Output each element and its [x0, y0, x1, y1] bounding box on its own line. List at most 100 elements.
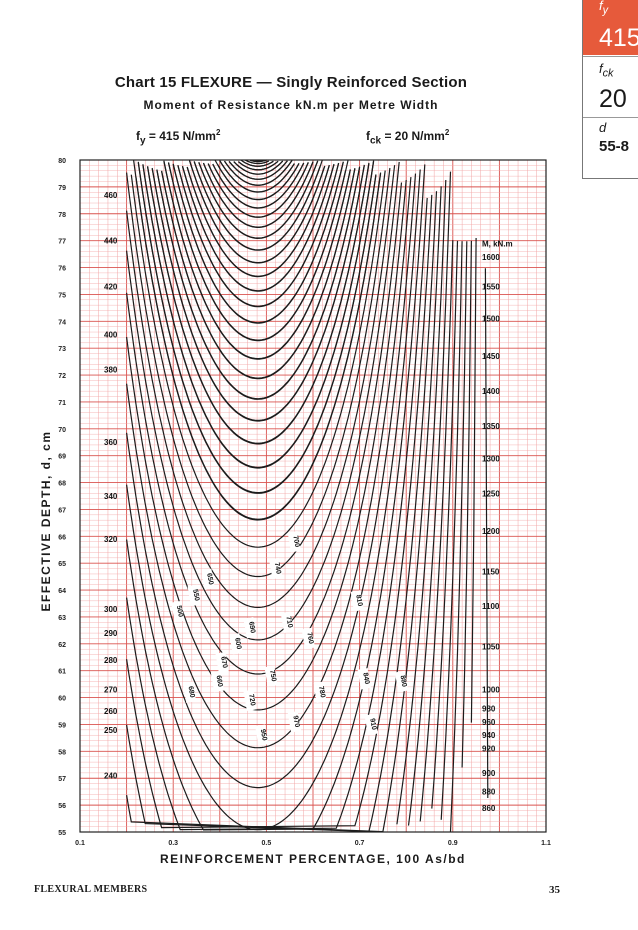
- moment-curve: [228, 160, 288, 180]
- moment-curve: [431, 240, 459, 809]
- moment-curve: [126, 186, 442, 833]
- y-tick-label: 68: [58, 481, 66, 488]
- moment-curve: [202, 161, 314, 228]
- moment-curve: [161, 167, 356, 379]
- curve-label-inline-bg: [255, 724, 269, 746]
- page-number: 35: [549, 884, 560, 896]
- curve-label-inline-bg: [357, 668, 371, 690]
- curve-label-left: 260: [104, 707, 118, 716]
- curve-label-right: 900: [482, 769, 496, 778]
- curve-label-inline-bg: [171, 600, 185, 623]
- curve-label-left: 290: [104, 629, 118, 638]
- curve-label-inline: 600: [233, 637, 242, 650]
- y-tick-label: 70: [58, 427, 66, 434]
- curve-label-inline: 710: [284, 616, 293, 629]
- fy-tab[interactable]: fy 415: [583, 0, 638, 55]
- curve-label-left: 380: [104, 366, 118, 375]
- y-tick-label: 72: [58, 373, 66, 380]
- curve-label-inline: 500: [175, 605, 184, 618]
- curve-label-right: 920: [482, 745, 496, 754]
- curve-label-inline-bg: [243, 616, 257, 639]
- moment-curve: [198, 160, 319, 239]
- moment-curve: [126, 179, 407, 711]
- moment-curve: [181, 163, 335, 292]
- curve-label-inline: 840: [361, 672, 370, 685]
- moment-curve: [188, 160, 326, 264]
- fy-parameter: fy = 415 N/mm2: [136, 128, 221, 147]
- d-tab-value: 55-8: [599, 138, 630, 155]
- curve-label-inline-bg: [301, 627, 316, 650]
- curve-label-right: 1450: [482, 352, 500, 361]
- curve-label-right: 1150: [482, 567, 500, 576]
- moment-curve: [126, 182, 403, 675]
- moment-curve: [193, 161, 321, 251]
- y-tick-label: 58: [58, 749, 66, 756]
- curve-label-inline-bg: [187, 584, 201, 607]
- y-tick-label: 67: [58, 507, 66, 514]
- curve-label-right: 860: [482, 804, 496, 813]
- plot-frame: [79, 159, 547, 833]
- curve-label-inline-bg: [350, 590, 364, 612]
- y-tick-label: 63: [58, 615, 66, 622]
- moment-curve: [126, 165, 396, 609]
- x-tick-label: 0.3: [168, 840, 178, 847]
- curve-label-left: 440: [104, 237, 118, 246]
- y-tick-label: 55: [58, 830, 66, 837]
- moment-curve: [147, 162, 370, 444]
- moment-curve: [163, 160, 351, 360]
- moment-curve: [224, 159, 293, 186]
- y-tick-label: 69: [58, 454, 66, 461]
- moment-curve: [470, 237, 477, 723]
- curve-label-right: 880: [482, 788, 496, 797]
- curve-label-inline: 760: [305, 632, 314, 645]
- curve-label-inline-bg: [201, 568, 215, 591]
- curve-label-left: 460: [104, 191, 118, 200]
- curve-label-left: 270: [104, 686, 118, 695]
- moment-curve: [126, 161, 400, 641]
- moment-curve: [186, 164, 330, 277]
- moment-curve: [242, 160, 274, 167]
- curve-label-right: 1100: [482, 602, 500, 611]
- moment-curve: [440, 241, 463, 820]
- d-tab[interactable]: d 55-8: [583, 117, 638, 178]
- curve-label-inline: 670: [219, 656, 228, 669]
- moment-curve: [126, 191, 438, 833]
- curve-label-inline: 880: [399, 675, 408, 688]
- curve-label-inline-bg: [264, 665, 278, 687]
- curve-label-right: 1350: [482, 422, 500, 431]
- y-tick-label: 75: [58, 292, 66, 299]
- chart-subtitle: Moment of Resistance kN.m per Metre Widt…: [143, 98, 439, 112]
- curve-label-right: 1200: [482, 527, 500, 536]
- moment-curve: [396, 179, 447, 825]
- curve-label-inline: 650: [205, 573, 214, 586]
- curve-label-right: 980: [482, 704, 496, 713]
- moment-curve: [137, 161, 377, 494]
- curve-label-right: 1500: [482, 315, 500, 324]
- y-tick-label: 78: [58, 212, 66, 219]
- curve-label-inline-bg: [313, 681, 327, 703]
- moment-curve: [172, 161, 344, 324]
- curve-label-inline: 720: [247, 694, 256, 707]
- y-tick-label: 65: [58, 561, 66, 568]
- curve-label-right: 1250: [482, 489, 500, 498]
- moment-curve: [186, 165, 330, 278]
- curve-label-inline: 550: [191, 589, 200, 602]
- curve-label-inline-bg: [210, 670, 225, 693]
- y-tick-label: 80: [58, 158, 66, 165]
- moment-curve: [461, 240, 472, 768]
- fck-tab[interactable]: fck 20: [583, 56, 638, 117]
- moment-curve: [126, 167, 391, 578]
- moment-curve: [212, 162, 305, 209]
- y-tick-label: 57: [58, 776, 66, 783]
- curve-label-left: 360: [104, 438, 118, 447]
- y-tick-label: 64: [58, 588, 66, 595]
- curve-label-inline-bg: [229, 633, 243, 655]
- curve-label-inline-bg: [287, 711, 302, 733]
- curve-label-inline: 740: [273, 562, 282, 575]
- y-tick-label: 66: [58, 534, 66, 541]
- moment-curve: [238, 160, 279, 171]
- curve-label-inline: 750: [268, 669, 277, 682]
- curve-label-right: 1550: [482, 282, 500, 291]
- y-tick-label: 79: [58, 185, 66, 192]
